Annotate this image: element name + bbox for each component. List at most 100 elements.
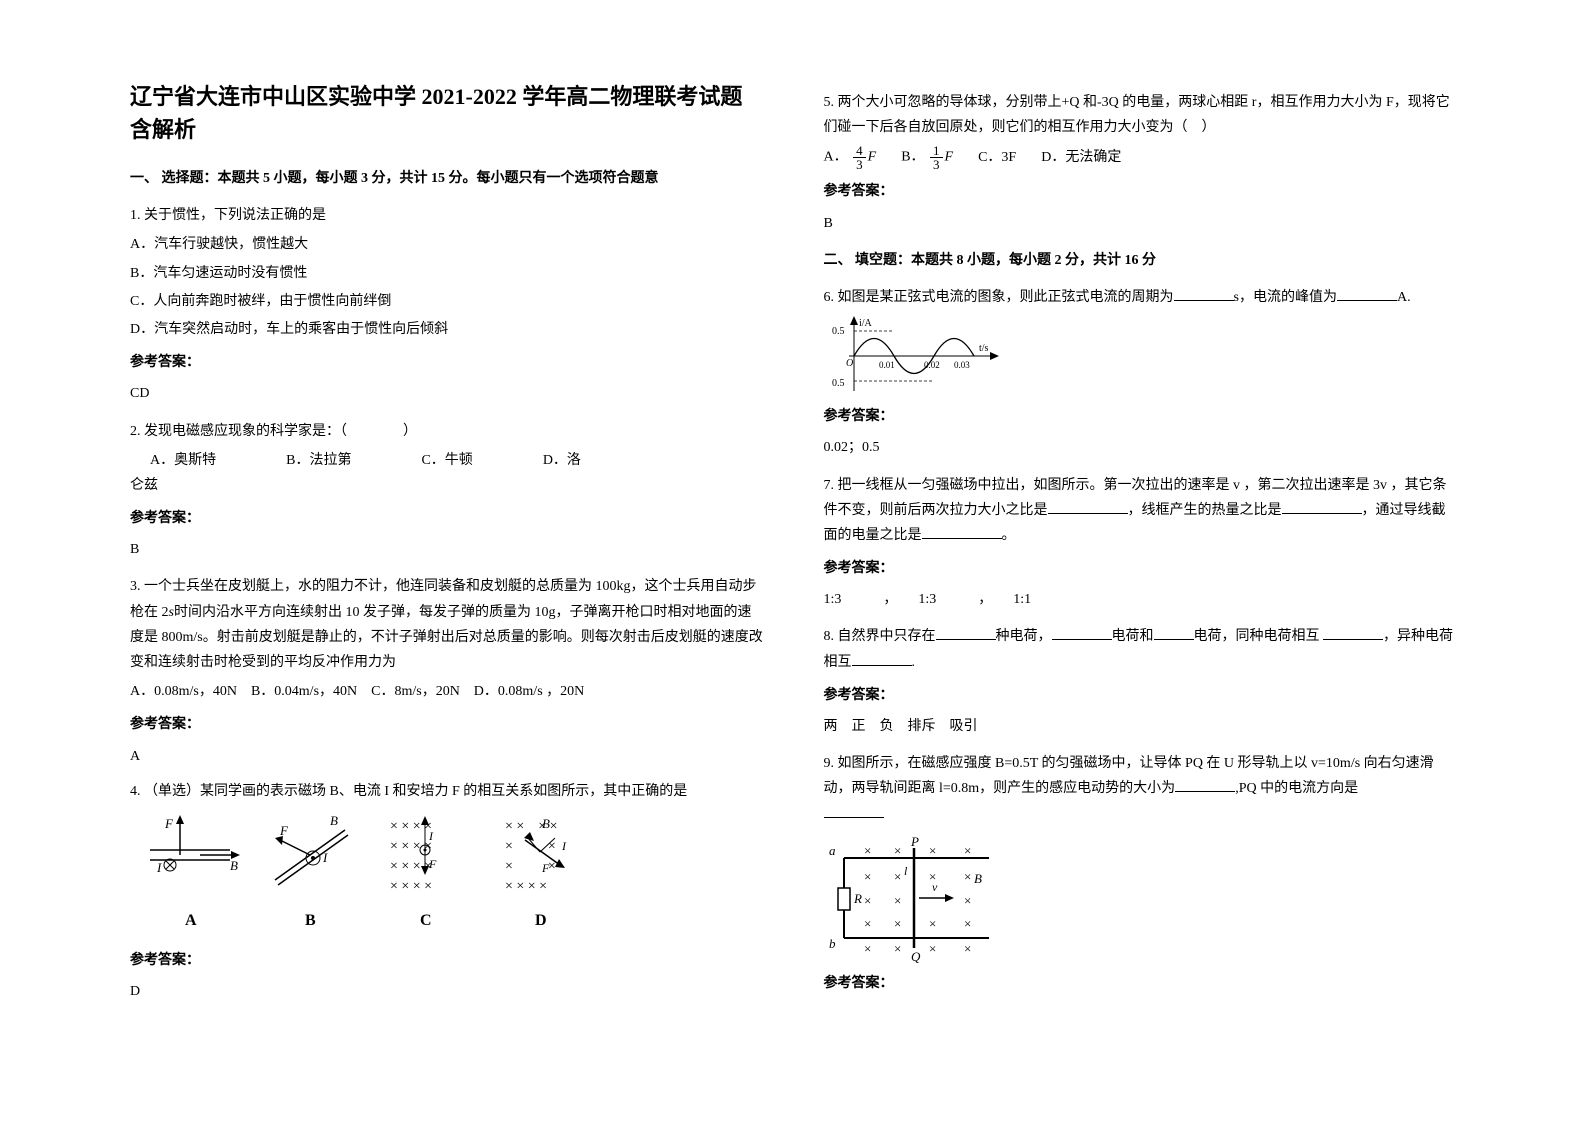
q7-answer-label: 参考答案：	[824, 556, 1458, 581]
right-column: 5. 两个大小可忽略的导体球，分别带上+Q 和-3Q 的电量，两球心相距 r，相…	[794, 80, 1488, 1082]
svg-text:× × × ×: × × × ×	[505, 879, 547, 894]
q5-optB-label: B．	[901, 150, 924, 165]
svg-text:B: B	[305, 912, 316, 929]
q6-answer-label: 参考答案：	[824, 404, 1458, 429]
sine-ymin: 0.5	[832, 378, 845, 389]
q6-figure: i/A 0.5 0.5 O t/s 0.01 0.02 0.03	[824, 316, 1458, 396]
q3-answer: A	[130, 744, 764, 769]
q9-figure: ×××× ×××× ××× ×××× ×××× a b R P Q l v B	[824, 833, 1458, 963]
svg-text:F: F	[164, 816, 174, 831]
svg-text:×: ×	[894, 893, 901, 908]
q4-svg: F I B A B F	[130, 810, 630, 940]
q6-answer: 0.02；0.5	[824, 435, 1458, 460]
svg-text:×: ×	[894, 941, 901, 956]
svg-text:B: B	[230, 858, 238, 873]
q8-answer: 两 正 负 排斥 吸引	[824, 714, 1458, 739]
q7-answer: 1:3 ， 1:3 ， 1:1	[824, 587, 1458, 612]
svg-text:×: ×	[929, 941, 936, 956]
q8-text6: .	[912, 655, 916, 670]
svg-text:B: B	[542, 816, 550, 831]
q5-text: 5. 两个大小可忽略的导体球，分别带上+Q 和-3Q 的电量，两球心相距 r，相…	[824, 90, 1458, 140]
q9-label-l: l	[904, 864, 908, 878]
svg-text:×: ×	[929, 843, 936, 858]
svg-text:F: F	[541, 861, 550, 875]
page-title: 辽宁省大连市中山区实验中学 2021-2022 学年高二物理联考试题含解析	[130, 80, 764, 146]
question-2: 2. 发现电磁感应现象的科学家是：（ ） A．奥斯特 B．法拉第 C．牛顿 D．…	[130, 419, 764, 563]
svg-text:×: ×	[964, 941, 971, 956]
svg-text:× × × ×: × × × ×	[390, 879, 432, 894]
question-4: 4. （单选）某同学画的表示磁场 B、电流 I 和安培力 F 的相互关系如图所示…	[130, 779, 764, 1005]
q5-optC: C．3F	[978, 145, 1016, 170]
svg-text:F: F	[428, 857, 437, 871]
q2-text: 2. 发现电磁感应现象的科学家是：（ ）	[130, 419, 764, 444]
frac5A-den: 3	[853, 158, 866, 171]
question-1: 1. 关于惯性，下列说法正确的是 A．汽车行驶越快，惯性越大 B．汽车匀速运动时…	[130, 203, 764, 406]
q7-text4: 。	[1002, 528, 1016, 543]
frac5B-den: 3	[930, 158, 943, 171]
svg-text:×: ×	[864, 893, 871, 908]
svg-text:×: ×	[864, 843, 871, 858]
q7-text: 7. 把一线框从一匀强磁场中拉出，如图所示。第一次拉出的速率是 v ，第二次拉出…	[824, 473, 1458, 549]
q8-blank4	[1323, 626, 1383, 640]
q7-text2: ，线框产生的热量之比是	[1128, 503, 1282, 518]
question-8: 8. 自然界中只存在种电荷，电荷和电荷，同种电荷相互 ，异种电荷相互. 参考答案…	[824, 624, 1458, 739]
section2-header: 二、 填空题：本题共 8 小题，每小题 2 分，共计 16 分	[824, 248, 1458, 273]
q5-answer: B	[824, 211, 1458, 236]
q6-text3: A.	[1397, 290, 1411, 305]
q1-answer-label: 参考答案：	[130, 350, 764, 375]
frac5B-num: 1	[930, 144, 943, 158]
q9-label-P: P	[910, 834, 919, 849]
q5-optA: A． 4 3 F	[824, 144, 877, 171]
question-9: 9. 如图所示，在磁感应强度 B=0.5T 的匀强磁场中，让导体 PQ 在 U …	[824, 751, 1458, 996]
svg-text:×: ×	[864, 941, 871, 956]
q5A-F: F	[868, 150, 877, 165]
q8-text3: 电荷和	[1112, 629, 1154, 644]
svg-text:×: ×	[964, 869, 971, 884]
svg-text:I: I	[428, 829, 434, 843]
q2-options: A．奥斯特 B．法拉第 C．牛顿 D．洛 仑兹	[130, 448, 764, 498]
svg-text:×: ×	[894, 843, 901, 858]
q9-label-b: b	[829, 936, 836, 951]
q8-text2: 种电荷，	[996, 629, 1052, 644]
svg-text:I: I	[561, 839, 567, 853]
q5-options: A． 4 3 F B． 1 3 F C．3F D．无法确定	[824, 144, 1458, 171]
q3-text2: 时间内沿水平方向连续射出 10 发子弹，每发子弹的质量为 10g，子弹离开枪口时…	[130, 605, 763, 670]
frac5A-num: 4	[853, 144, 866, 158]
q1-optC: C．人向前奔跑时被绊，由于惯性向前绊倒	[130, 289, 764, 314]
q5B-F: F	[945, 150, 954, 165]
q7-blank2	[1282, 500, 1362, 514]
svg-text:×: ×	[964, 916, 971, 931]
q9-label-B: B	[974, 871, 982, 886]
q6-text: 6. 如图是某正弦式电流的图象，则此正弦式电流的周期为s，电流的峰值为A.	[824, 285, 1458, 310]
q9-label-a: a	[829, 843, 836, 858]
q9-label-v: v	[932, 880, 938, 894]
svg-text:C: C	[420, 912, 432, 929]
fraction-4-3: 4 3	[853, 144, 866, 171]
sine-x2: 0.02	[924, 360, 940, 370]
q8-text1: 8. 自然界中只存在	[824, 629, 936, 644]
q9-blank1	[1175, 778, 1235, 792]
question-3: 3. 一个士兵坐在皮划艇上，水的阻力不计，他连同装备和皮划艇的总质量为 100k…	[130, 574, 764, 768]
sine-x3: 0.03	[954, 360, 970, 370]
svg-text:A: A	[185, 912, 197, 929]
svg-text:O: O	[846, 358, 853, 369]
q1-answer: CD	[130, 381, 764, 406]
q1-text: 1. 关于惯性，下列说法正确的是	[130, 203, 764, 228]
svg-text:×: ×	[964, 843, 971, 858]
q2-optB: B．法拉第	[286, 448, 351, 473]
svg-text:×: ×	[894, 869, 901, 884]
q4-figure: F I B A B F	[130, 810, 764, 940]
q3-answer-label: 参考答案：	[130, 712, 764, 737]
svg-text:I: I	[156, 860, 162, 875]
q8-text: 8. 自然界中只存在种电荷，电荷和电荷，同种电荷相互 ，异种电荷相互.	[824, 624, 1458, 674]
q5-optD: D．无法确定	[1041, 145, 1121, 170]
sine-x1: 0.01	[879, 360, 895, 370]
q8-blank5	[852, 652, 912, 666]
q9-text2: ,PQ 中的电流方向是	[1235, 781, 1358, 796]
q3-text: 3. 一个士兵坐在皮划艇上，水的阻力不计，他连同装备和皮划艇的总质量为 100k…	[130, 574, 764, 675]
question-6: 6. 如图是某正弦式电流的图象，则此正弦式电流的周期为s，电流的峰值为A. i/…	[824, 285, 1458, 461]
svg-text:B: B	[330, 813, 338, 828]
q9-label-Q: Q	[911, 949, 921, 963]
question-7: 7. 把一线框从一匀强磁场中拉出，如图所示。第一次拉出的速率是 v ，第二次拉出…	[824, 473, 1458, 613]
section1-header: 一、 选择题：本题共 5 小题，每小题 3 分，共计 15 分。每小题只有一个选…	[130, 166, 764, 191]
